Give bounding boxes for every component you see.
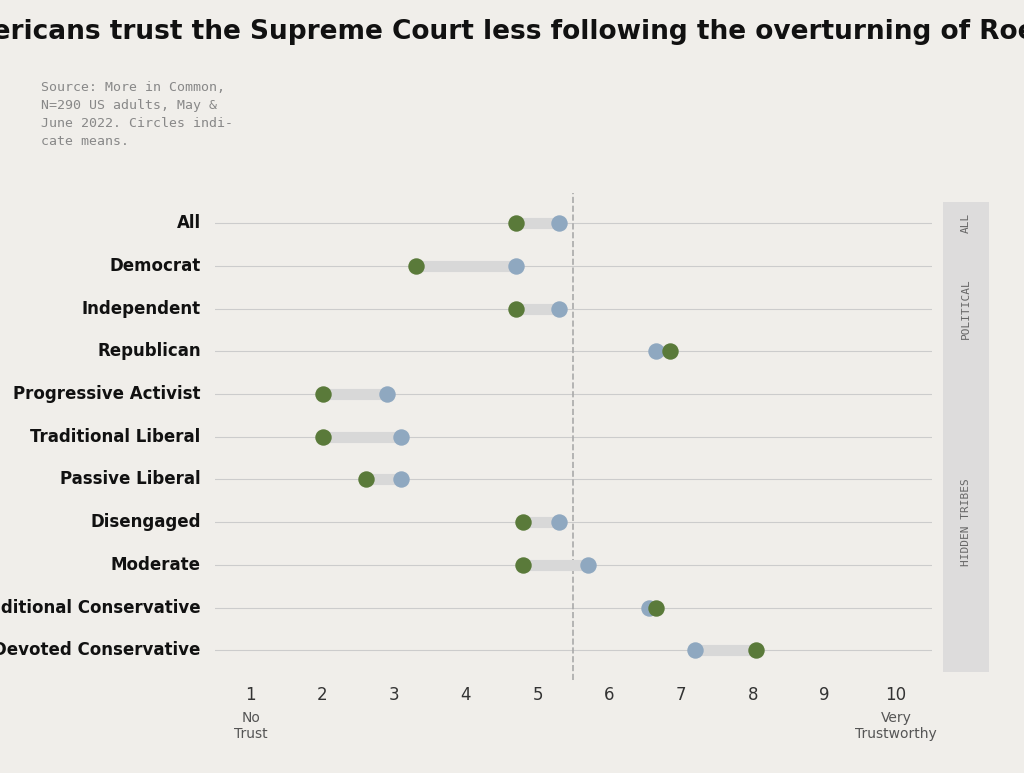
Text: No
Trust: No Trust: [234, 711, 267, 741]
Point: [314, 431, 331, 443]
Text: Passive Liberal: Passive Liberal: [60, 471, 201, 489]
Point: [508, 260, 524, 272]
Point: [647, 345, 664, 357]
Text: Source: More in Common,
N=290 US adults, May &
June 2022. Circles indi-
cate mea: Source: More in Common, N=290 US adults,…: [41, 81, 233, 148]
Point: [641, 601, 657, 614]
Text: POLITICAL: POLITICAL: [961, 278, 971, 339]
Point: [662, 345, 678, 357]
Point: [748, 644, 764, 656]
Bar: [215, 373, 932, 672]
Point: [515, 559, 531, 571]
Point: [508, 217, 524, 230]
Bar: [215, 202, 932, 244]
Text: HIDDEN TRIBES: HIDDEN TRIBES: [961, 478, 971, 566]
Text: Very
Trustworthy: Very Trustworthy: [855, 711, 937, 741]
Point: [357, 473, 374, 485]
Text: Traditional Conservative: Traditional Conservative: [0, 598, 201, 617]
Point: [515, 516, 531, 529]
Point: [393, 431, 410, 443]
Point: [580, 559, 596, 571]
FancyBboxPatch shape: [942, 373, 989, 672]
Point: [393, 473, 410, 485]
FancyBboxPatch shape: [942, 244, 989, 373]
Point: [379, 388, 395, 400]
Point: [687, 644, 703, 656]
Bar: [215, 244, 932, 373]
Text: Most Americans trust the Supreme Court less following the overturning of Roe v. : Most Americans trust the Supreme Court l…: [0, 19, 1024, 46]
Text: Moderate: Moderate: [111, 556, 201, 574]
Point: [314, 388, 331, 400]
Text: Democrat: Democrat: [110, 257, 201, 275]
Text: Traditional Liberal: Traditional Liberal: [31, 427, 201, 446]
Text: Republican: Republican: [97, 342, 201, 360]
Point: [508, 302, 524, 315]
Point: [551, 302, 567, 315]
Text: Independent: Independent: [82, 300, 201, 318]
Text: ALL: ALL: [961, 213, 971, 233]
Text: Progressive Activist: Progressive Activist: [13, 385, 201, 403]
Text: Devoted Conservative: Devoted Conservative: [0, 642, 201, 659]
Point: [408, 260, 424, 272]
Text: All: All: [176, 214, 201, 232]
Text: Disengaged: Disengaged: [90, 513, 201, 531]
FancyBboxPatch shape: [942, 202, 989, 244]
Point: [551, 516, 567, 529]
Point: [551, 217, 567, 230]
Point: [647, 601, 664, 614]
